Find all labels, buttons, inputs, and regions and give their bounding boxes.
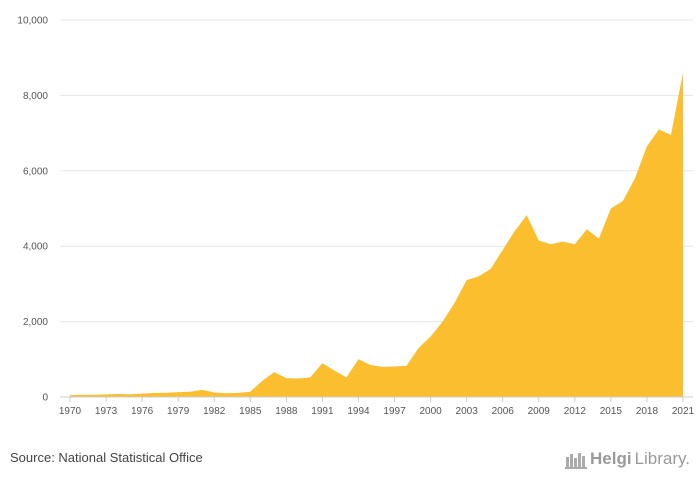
brand-name-light: Library. (634, 449, 690, 468)
helgi-library-logo: Helgi Library. (565, 447, 690, 471)
x-tick-label: 1979 (167, 406, 190, 417)
x-tick-label: 1988 (275, 406, 298, 417)
x-ticks: 1970 1973 1976 1979 1982 1985 1988 1991 1994 1997… (59, 397, 695, 417)
y-ticks: 0 2,000 4,000 6,000 8,000 10,000 (17, 16, 48, 404)
x-tick-label: 1973 (95, 406, 118, 417)
x-tick-label: 2000 (419, 406, 442, 417)
area-series (70, 72, 683, 397)
x-tick-label: 1970 (59, 406, 82, 417)
x-tick-label: 2012 (564, 406, 587, 417)
y-tick-label: 4,000 (23, 242, 48, 253)
source-note: Source: National Statistical Office (10, 450, 203, 465)
x-tick-label: 2003 (456, 406, 479, 417)
x-tick-label: 1991 (311, 406, 334, 417)
y-tick-label: 6,000 (23, 166, 48, 177)
y-tick-label: 2,000 (23, 317, 48, 328)
area-chart: 1970 1973 1976 1979 1982 1985 1988 1991 1994 1997… (17, 16, 695, 418)
x-tick-label: 1976 (131, 406, 154, 417)
library-icon (565, 453, 587, 469)
x-tick-label: 1994 (347, 406, 370, 417)
x-tick-label: 2006 (492, 406, 515, 417)
x-tick-label: 2009 (528, 406, 551, 417)
x-tick-label: 1997 (383, 406, 406, 417)
y-tick-label: 10,000 (17, 16, 48, 27)
brand-name-bold: Helgi (590, 449, 632, 468)
x-tick-label: 1982 (203, 406, 226, 417)
x-tick-label: 2015 (600, 406, 623, 417)
y-tick-label: 8,000 (23, 91, 48, 102)
x-tick-label: 2018 (636, 406, 659, 417)
x-tick-label: 1985 (239, 406, 262, 417)
x-tick-label: 2021 (672, 406, 695, 417)
y-tick-label: 0 (42, 393, 48, 404)
